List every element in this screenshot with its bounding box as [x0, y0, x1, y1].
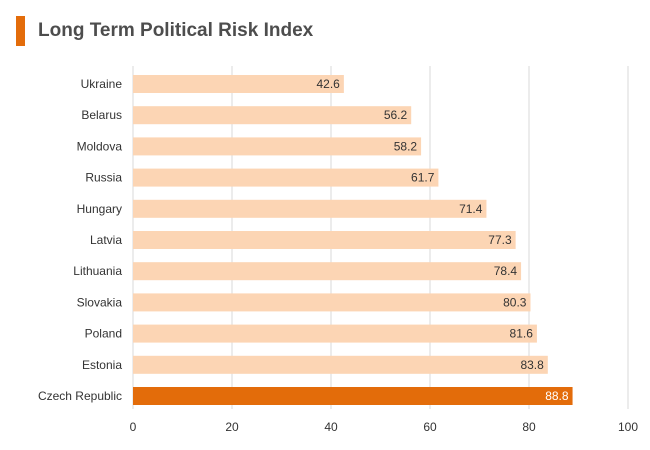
category-label: Slovakia	[77, 295, 123, 309]
bar	[133, 262, 522, 281]
category-label: Hungary	[77, 202, 122, 216]
x-tick-label: 20	[225, 420, 239, 434]
bar	[133, 231, 516, 249]
data-label: 81.6	[510, 327, 534, 341]
data-label: 58.2	[394, 139, 418, 153]
bar	[133, 387, 573, 405]
category-label: Poland	[85, 327, 122, 341]
data-label: 61.7	[411, 171, 435, 185]
category-label: Ukraine	[81, 77, 123, 91]
category-label: Lithuania	[73, 264, 122, 278]
bar	[133, 75, 344, 93]
title-accent-bar	[16, 16, 25, 46]
bar	[133, 355, 548, 374]
category-label: Russia	[85, 171, 122, 185]
bars	[133, 75, 573, 405]
data-label: 80.3	[503, 295, 527, 309]
category-label: Estonia	[82, 358, 122, 372]
category-label: Czech Republic	[38, 389, 122, 403]
data-label: 78.4	[494, 264, 518, 278]
x-tick-label: 100	[618, 420, 638, 434]
x-tick-label: 80	[522, 420, 536, 434]
data-label: 56.2	[384, 108, 408, 122]
category-label: Moldova	[77, 139, 123, 153]
bar	[133, 293, 531, 312]
x-tick-label: 0	[130, 420, 137, 434]
x-tick-label: 60	[423, 420, 437, 434]
data-label: 42.6	[317, 77, 341, 91]
bar	[133, 199, 487, 218]
data-label: 77.3	[488, 233, 512, 247]
data-label: 71.4	[459, 202, 483, 216]
bar	[133, 324, 537, 343]
data-label: 88.8	[545, 389, 569, 403]
bar	[133, 168, 439, 187]
category-labels: Ukraine Belarus Moldova Russia Hungary Latvia…	[38, 77, 122, 403]
x-tick-label: 40	[324, 420, 338, 434]
data-label: 83.8	[520, 358, 544, 372]
category-label: Belarus	[81, 108, 122, 122]
bar	[133, 137, 422, 156]
value-labels: 42.6 56.2 58.2 61.7 71.4 77.3 78.4 80.3 81.6 83.8…	[317, 77, 569, 403]
chart-title: Long Term Political Risk Index	[38, 20, 314, 41]
category-label: Latvia	[90, 233, 122, 247]
x-axis-ticks: 0 20 40 60 80 100	[130, 420, 639, 434]
bar	[133, 106, 412, 125]
